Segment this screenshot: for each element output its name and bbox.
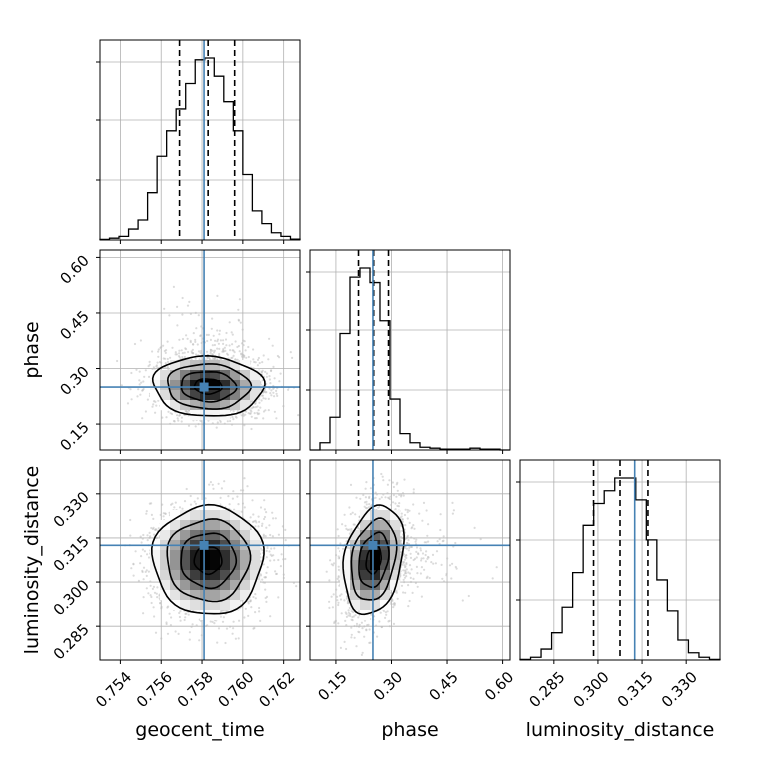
xlabel-luminosity-distance: luminosity_distance <box>526 719 715 741</box>
contour-level <box>150 503 265 615</box>
panel-frame <box>99 39 301 241</box>
y-tick-label: 0.15 <box>56 418 92 454</box>
contour-level <box>358 531 390 589</box>
truth-marker <box>199 382 209 392</box>
x-tick-label: 0.30 <box>370 668 406 704</box>
xlabel-geocent-time: geocent_time <box>135 719 264 741</box>
contour-level <box>193 378 224 396</box>
truth-marker <box>199 540 209 550</box>
panel-geocent_time-vs-phase <box>100 250 300 450</box>
x-tick-label: 0.330 <box>658 668 701 711</box>
y-tick-label: 0.60 <box>56 252 92 288</box>
contour-level <box>342 504 405 616</box>
ylabel-luminosity-distance: luminosity_distance <box>21 466 43 655</box>
contour-level <box>365 545 383 575</box>
histogram-geocent_time <box>99 57 301 241</box>
panel-frame <box>309 459 511 661</box>
y-tick-label: 0.285 <box>50 620 93 663</box>
y-tick-label: 0.300 <box>50 576 93 619</box>
panel-phase-vs-luminosity_distance <box>310 460 510 660</box>
panel-geocent_time-vs-luminosity_distance <box>100 460 300 660</box>
y-tick-label: 0.315 <box>50 532 93 575</box>
truth-marker <box>368 540 378 550</box>
x-tick-label: 0.60 <box>481 668 517 704</box>
x-tick-label: 0.760 <box>215 668 258 711</box>
histogram-luminosity_distance <box>519 477 721 661</box>
contour-level <box>166 363 253 410</box>
x-tick-label: 0.756 <box>133 668 176 711</box>
xlabel-phase: phase <box>381 719 438 741</box>
x-tick-label: 0.45 <box>425 668 461 704</box>
panel-frame <box>519 459 721 661</box>
y-tick-label: 0.330 <box>50 488 93 531</box>
contour-level <box>180 532 238 590</box>
contour-level <box>151 354 266 417</box>
contour-level <box>180 370 238 403</box>
x-tick-label: 0.15 <box>314 668 350 704</box>
x-tick-label: 0.315 <box>614 668 657 711</box>
contour-level <box>193 546 223 576</box>
x-tick-label: 0.762 <box>255 668 298 711</box>
panel-frame <box>99 249 301 451</box>
x-tick-label: 0.758 <box>174 668 217 711</box>
ylabel-phase: phase <box>21 321 43 378</box>
x-tick-label: 0.285 <box>525 668 568 711</box>
y-tick-label: 0.45 <box>56 307 92 343</box>
y-tick-label: 0.30 <box>56 363 92 399</box>
x-tick-label: 0.300 <box>570 668 613 711</box>
panel-frame <box>309 249 511 451</box>
x-tick-label: 0.754 <box>92 668 135 711</box>
contour-level <box>350 517 398 601</box>
contour-level <box>166 518 252 603</box>
panel-frame <box>99 459 301 661</box>
histogram-phase <box>310 267 510 451</box>
